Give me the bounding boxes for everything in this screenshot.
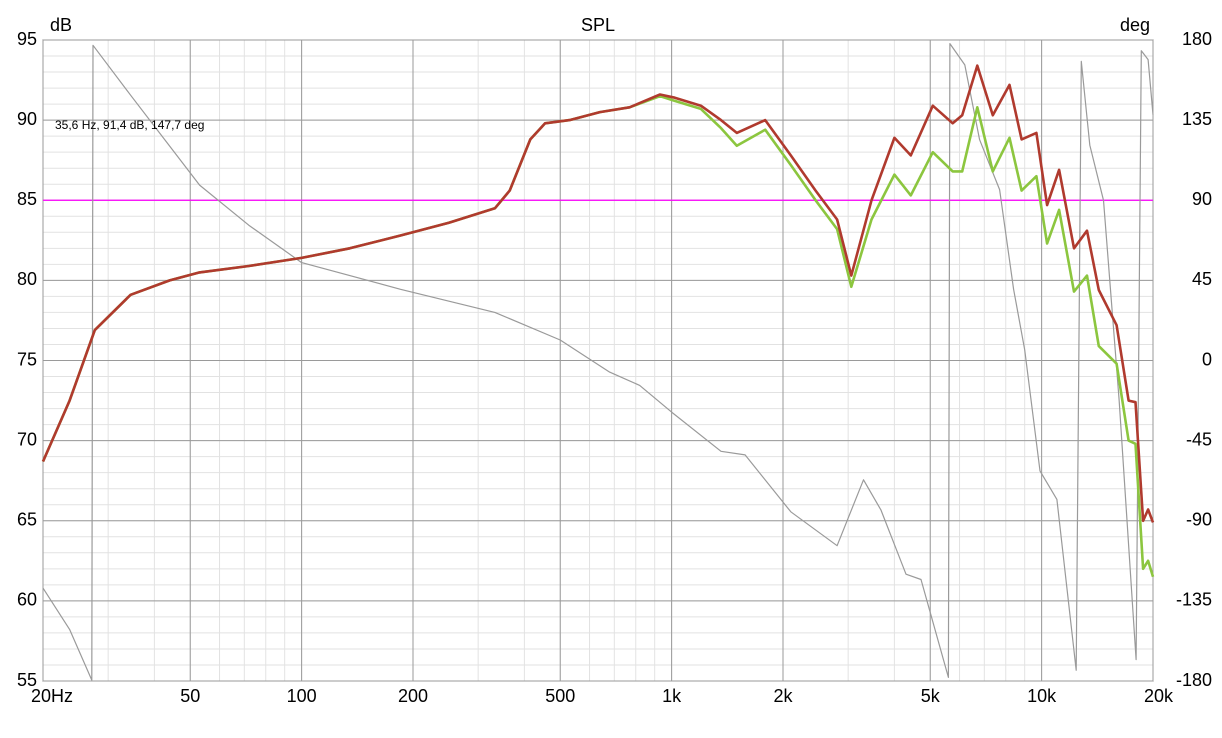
chart-title: SPL <box>581 15 615 35</box>
x-tick-label: 500 <box>545 686 575 706</box>
y2-tick-label: 135 <box>1182 109 1212 129</box>
x-tick-label: 1k <box>662 686 682 706</box>
y-tick-label: 95 <box>17 29 37 49</box>
y2-tick-label: -45 <box>1186 429 1212 449</box>
y2-axis-label: deg <box>1120 15 1150 35</box>
y2-tick-label: 45 <box>1192 269 1212 289</box>
x-tick-label: 200 <box>398 686 428 706</box>
y-tick-label: 80 <box>17 269 37 289</box>
x-tick-label: 100 <box>287 686 317 706</box>
y2-tick-label: 90 <box>1192 189 1212 209</box>
y-tick-label: 55 <box>17 670 37 690</box>
x-tick-label: 10k <box>1027 686 1057 706</box>
x-tick-label: 50 <box>180 686 200 706</box>
y-axis-label: dB <box>50 15 72 35</box>
cursor-readout: 35,6 Hz, 91,4 dB, 147,7 deg <box>55 118 204 132</box>
y2-tick-label: -135 <box>1176 590 1212 610</box>
x-tick-label: 20k <box>1144 686 1174 706</box>
x-tick-label: 2k <box>773 686 793 706</box>
x-tick-label: 20Hz <box>31 686 73 706</box>
x-tick-label: 5k <box>921 686 941 706</box>
y-tick-label: 65 <box>17 510 37 530</box>
series-line <box>42 43 1154 681</box>
y2-tick-label: 0 <box>1202 349 1212 369</box>
y-tick-label: 75 <box>17 349 37 369</box>
y-tick-label: 70 <box>17 429 37 449</box>
y-tick-label: 60 <box>17 590 37 610</box>
y-tick-label: 90 <box>17 109 37 129</box>
y-tick-label: 85 <box>17 189 37 209</box>
y2-tick-label: -180 <box>1176 670 1212 690</box>
y2-tick-label: 180 <box>1182 29 1212 49</box>
series-line <box>41 64 1155 523</box>
y2-tick-label: -90 <box>1186 510 1212 530</box>
